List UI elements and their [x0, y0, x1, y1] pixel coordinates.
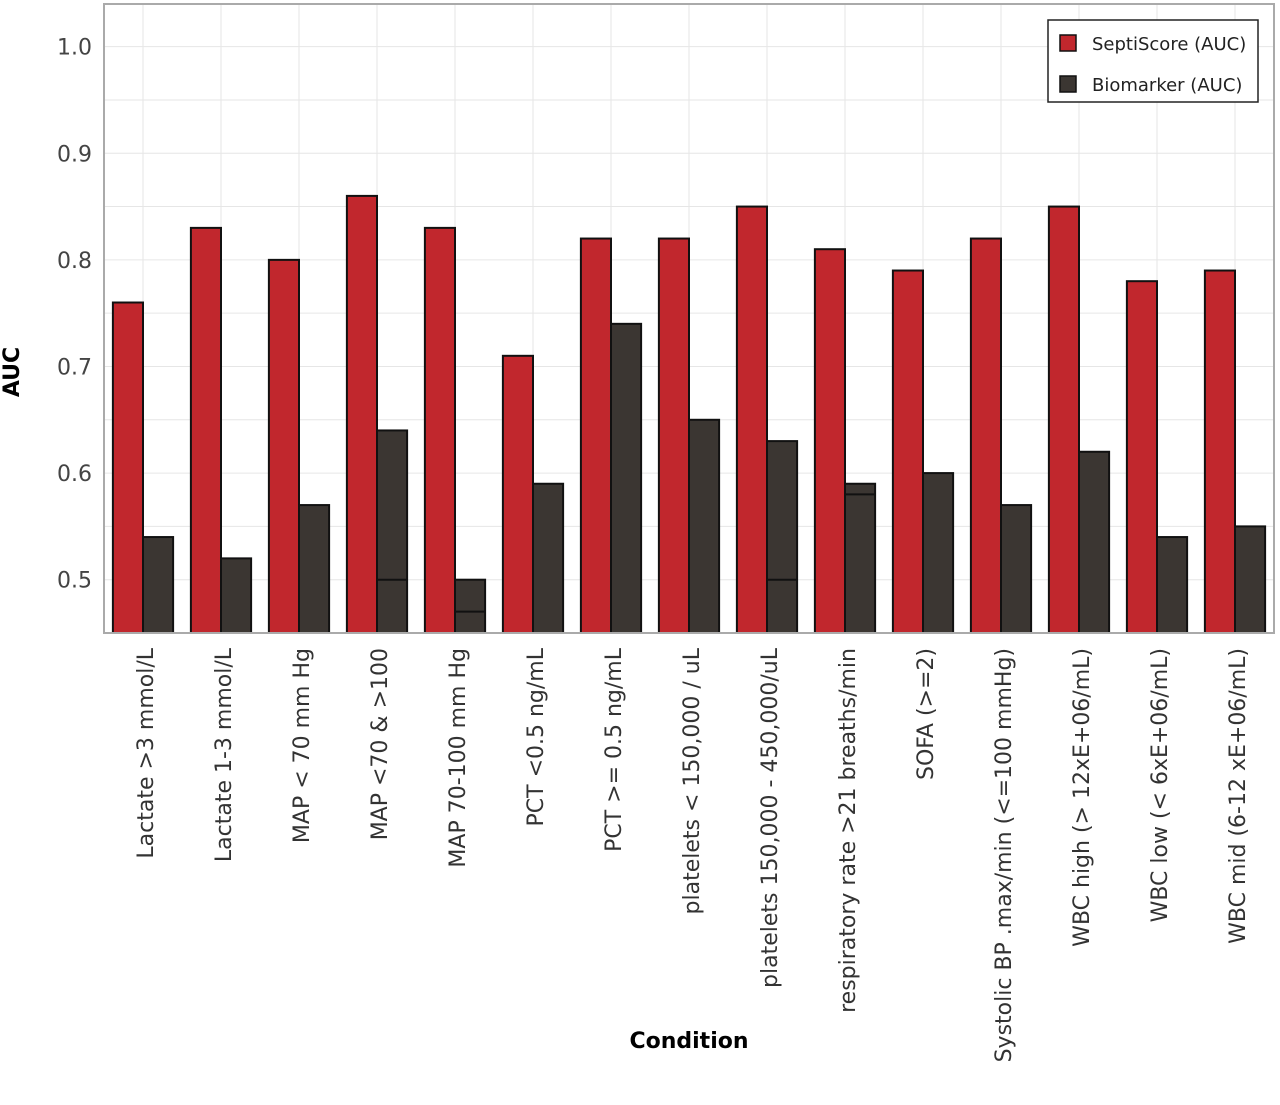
y-axis-title: AUC — [0, 347, 25, 397]
x-tick-label: MAP 70-100 mm Hg — [446, 648, 471, 868]
x-tick-label: Lactate >3 mmol/L — [134, 647, 159, 858]
biomarker-bar-11 — [1000, 504, 1033, 635]
biomarker-bar-10 — [922, 472, 955, 634]
biomarker-bar-5 — [532, 482, 565, 634]
legend-box — [1047, 19, 1259, 103]
x-tick-label: Systolic BP .max/min (<=100 mmHg) — [992, 648, 1017, 1062]
x-tick-label: PCT >= 0.5 ng/mL — [602, 647, 627, 852]
septiscore-bar-10 — [891, 269, 925, 634]
x-axis-title: Condition — [629, 1029, 748, 1054]
x-tick-label: PCT <0.5 ng/mL — [524, 647, 549, 826]
y-tick-label: 0.7 — [57, 355, 92, 380]
y-tick-label: 0.5 — [57, 569, 92, 594]
x-tick-label: platelets < 150,000 / uL — [680, 647, 705, 914]
biomarker-bar-13 — [1156, 536, 1189, 634]
x-tick-label: WBC low (< 6xE+06/mL) — [1148, 648, 1173, 922]
biomarker-bar-2 — [298, 504, 331, 635]
septiscore-bar-3 — [345, 194, 378, 634]
y-tick-label: 1.0 — [57, 36, 92, 61]
septiscore-bar-14 — [1203, 269, 1236, 634]
x-tick-label: SOFA (>=2) — [914, 648, 939, 780]
biomarker-bar-6 — [610, 322, 643, 634]
legend-label-septiscore: SeptiScore (AUC) — [1092, 34, 1246, 55]
legend: SeptiScore (AUC) Biomarker (AUC) — [1047, 19, 1259, 103]
septiscore-bar-13 — [1125, 280, 1158, 634]
septiscore-bar-6 — [579, 237, 613, 635]
y-axis-ticks: 0.5 0.6 0.7 0.8 0.9 1.0 — [57, 36, 92, 594]
biomarker-bar-3 — [376, 429, 409, 634]
septiscore-bar-2 — [267, 258, 300, 634]
legend-swatch-septiscore — [1059, 34, 1077, 52]
septiscore-bar-4 — [423, 226, 456, 635]
x-axis-ticks: Lactate >3 mmol/L Lactate 1-3 mmol/L MAP <… — [134, 647, 1251, 1062]
biomarker-bar-4 — [454, 578, 487, 634]
plot-frame — [103, 3, 1275, 634]
septiscore-bar-8 — [735, 205, 769, 634]
biomarker-bar-1 — [220, 557, 253, 634]
y-tick-label: 0.8 — [57, 249, 92, 274]
y-tick-label: 0.9 — [57, 142, 92, 167]
bars — [111, 194, 1267, 635]
septiscore-bar-9 — [813, 248, 847, 634]
x-tick-label: WBC high (> 12xE+06/mL) — [1070, 648, 1095, 947]
septiscore-bar-11 — [969, 237, 1003, 635]
biomarker-bar-0 — [142, 536, 175, 634]
y-tick-label: 0.6 — [57, 462, 92, 487]
biomarker-bar-9 — [844, 482, 877, 634]
biomarker-bar-8 — [766, 440, 799, 634]
biomarker-bar-12 — [1078, 450, 1111, 635]
x-tick-label: WBC mid (6-12 xE+06/mL) — [1226, 648, 1251, 944]
septiscore-bar-1 — [189, 226, 222, 635]
x-tick-label: platelets 150,000 - 450,000/uL — [758, 647, 783, 988]
septiscore-bar-7 — [657, 237, 691, 635]
x-tick-label: Lactate 1-3 mmol/L — [212, 647, 237, 862]
biomarker-bar-7 — [688, 418, 721, 634]
legend-label-biomarker: Biomarker (AUC) — [1092, 75, 1242, 96]
biomarker-bar-14 — [1234, 525, 1267, 634]
x-tick-label: respiratory rate >21 breaths/min — [836, 648, 861, 1013]
septiscore-bar-0 — [111, 301, 144, 634]
septiscore-bar-12 — [1047, 205, 1080, 634]
legend-swatch-biomarker — [1059, 75, 1077, 93]
x-tick-label: MAP < 70 mm Hg — [290, 648, 315, 843]
x-tick-label: MAP <70 & >100 — [368, 648, 393, 840]
septiscore-bar-5 — [501, 354, 534, 634]
